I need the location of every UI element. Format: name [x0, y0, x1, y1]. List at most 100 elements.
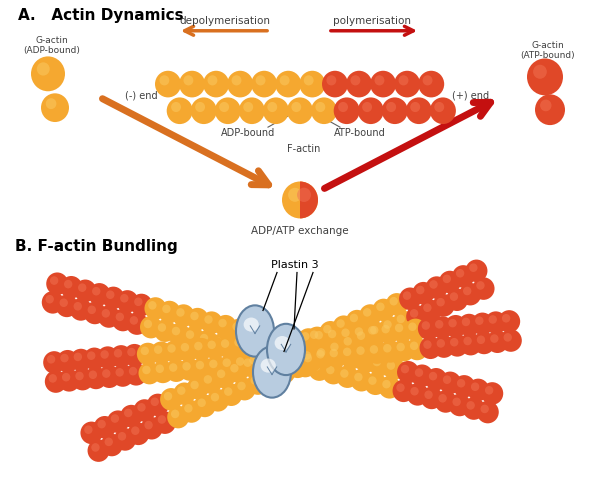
Circle shape: [242, 345, 250, 353]
Circle shape: [287, 98, 313, 124]
Circle shape: [367, 322, 388, 345]
Circle shape: [293, 332, 315, 355]
Circle shape: [540, 100, 551, 111]
Circle shape: [311, 327, 333, 350]
Circle shape: [246, 326, 255, 334]
Circle shape: [370, 326, 379, 334]
Circle shape: [60, 354, 69, 362]
Circle shape: [477, 401, 499, 423]
Circle shape: [353, 343, 374, 365]
Circle shape: [116, 368, 124, 377]
Circle shape: [238, 341, 260, 363]
Circle shape: [363, 308, 371, 317]
Circle shape: [266, 348, 288, 370]
Circle shape: [376, 303, 385, 311]
Circle shape: [426, 276, 448, 299]
Circle shape: [114, 428, 136, 451]
Circle shape: [215, 315, 237, 338]
Circle shape: [282, 181, 318, 218]
Circle shape: [271, 331, 293, 353]
Circle shape: [294, 355, 316, 377]
Circle shape: [158, 301, 181, 323]
Circle shape: [429, 372, 437, 381]
Circle shape: [46, 98, 57, 109]
Circle shape: [97, 347, 119, 369]
Circle shape: [105, 438, 113, 446]
Circle shape: [144, 297, 167, 320]
Circle shape: [253, 349, 275, 372]
Circle shape: [74, 280, 96, 302]
Text: depolymerisation: depolymerisation: [179, 16, 270, 27]
Circle shape: [262, 355, 271, 363]
Circle shape: [382, 98, 408, 124]
Circle shape: [405, 318, 426, 341]
Circle shape: [323, 362, 344, 385]
Circle shape: [445, 315, 467, 338]
Circle shape: [134, 297, 143, 306]
Circle shape: [421, 387, 442, 409]
Circle shape: [486, 330, 509, 353]
Circle shape: [338, 324, 359, 347]
Wedge shape: [300, 181, 318, 218]
Circle shape: [316, 350, 324, 358]
Circle shape: [380, 317, 402, 339]
Circle shape: [313, 344, 335, 367]
Circle shape: [373, 358, 381, 366]
Circle shape: [73, 352, 82, 361]
Circle shape: [190, 381, 199, 389]
Circle shape: [200, 334, 208, 343]
Circle shape: [399, 75, 408, 85]
Circle shape: [327, 343, 349, 366]
Circle shape: [288, 333, 296, 342]
Circle shape: [84, 302, 106, 324]
Circle shape: [164, 340, 185, 363]
Circle shape: [330, 347, 339, 355]
Circle shape: [147, 393, 169, 416]
Ellipse shape: [244, 317, 259, 332]
Circle shape: [366, 341, 388, 364]
Circle shape: [416, 286, 424, 294]
Circle shape: [275, 334, 283, 343]
Circle shape: [397, 361, 419, 384]
Circle shape: [434, 102, 444, 112]
Circle shape: [142, 366, 150, 374]
Circle shape: [43, 351, 65, 374]
Circle shape: [226, 360, 249, 383]
Circle shape: [328, 330, 337, 338]
Circle shape: [116, 313, 124, 321]
Circle shape: [236, 357, 244, 366]
Circle shape: [123, 344, 146, 366]
Circle shape: [346, 71, 372, 98]
Circle shape: [98, 365, 120, 388]
Circle shape: [205, 356, 228, 378]
Circle shape: [485, 386, 493, 394]
Circle shape: [137, 403, 146, 412]
Circle shape: [203, 375, 212, 384]
Circle shape: [223, 358, 231, 367]
Circle shape: [266, 343, 288, 366]
Circle shape: [137, 343, 159, 365]
Circle shape: [141, 347, 149, 355]
Circle shape: [62, 373, 70, 382]
Circle shape: [120, 294, 128, 303]
Circle shape: [322, 71, 348, 98]
Circle shape: [356, 347, 365, 355]
Circle shape: [473, 277, 495, 300]
Circle shape: [176, 308, 185, 317]
Circle shape: [395, 323, 403, 332]
Circle shape: [191, 98, 217, 124]
Circle shape: [350, 75, 361, 85]
Circle shape: [158, 415, 166, 424]
Circle shape: [271, 329, 293, 352]
Text: (-) end: (-) end: [125, 90, 158, 101]
Circle shape: [73, 302, 82, 311]
Circle shape: [154, 411, 176, 434]
Circle shape: [436, 339, 445, 348]
Circle shape: [56, 295, 78, 317]
Circle shape: [411, 387, 419, 395]
Circle shape: [297, 188, 311, 202]
Circle shape: [171, 102, 181, 112]
Text: F-actin: F-actin: [287, 143, 321, 153]
Text: G-actin
(ADP-bound): G-actin (ADP-bound): [23, 36, 81, 55]
Circle shape: [368, 376, 377, 385]
